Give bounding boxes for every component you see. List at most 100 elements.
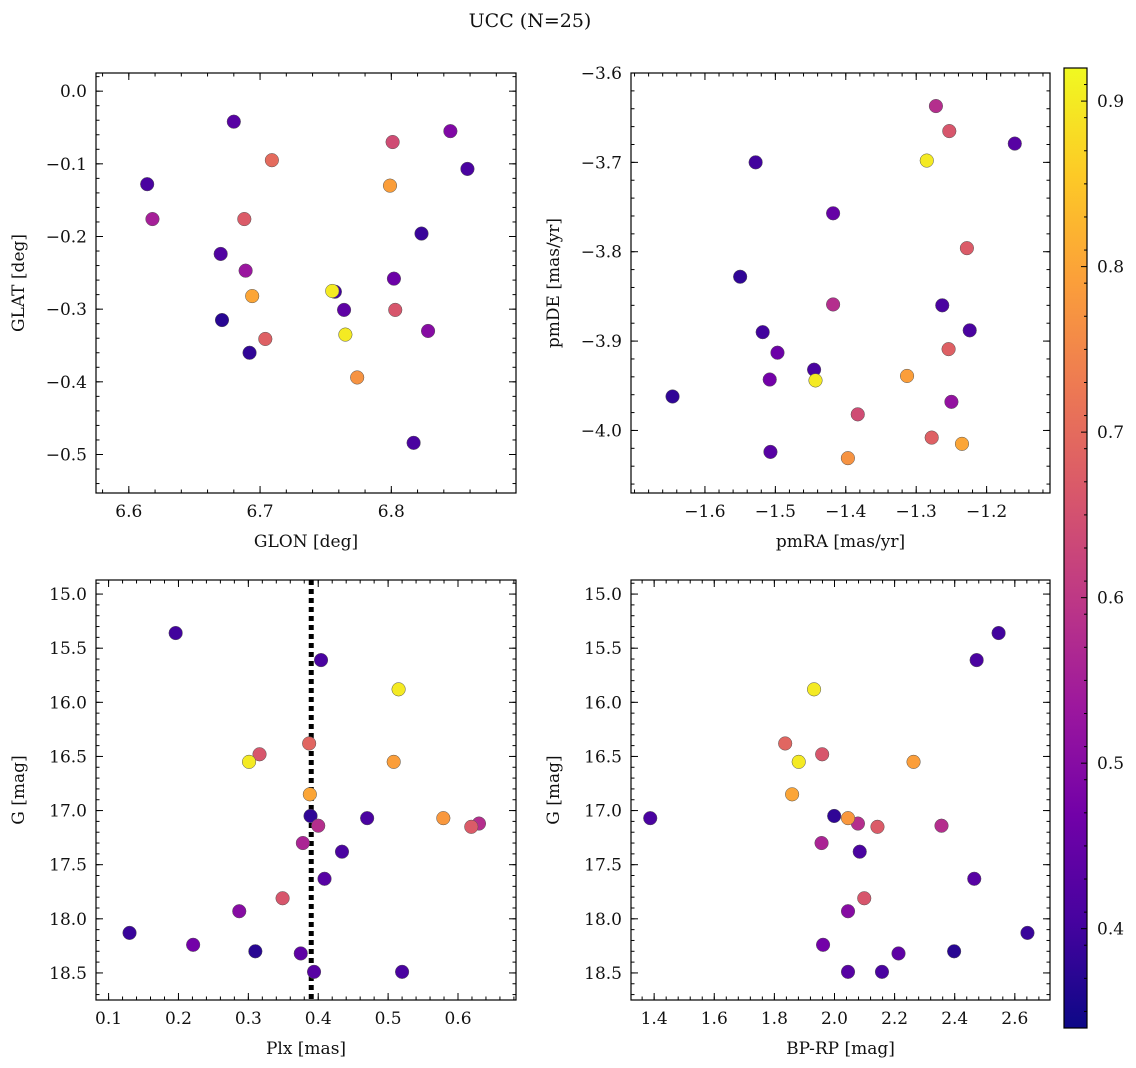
data-point [302,736,317,751]
data-point [338,327,353,342]
data-point [337,302,352,317]
data-point [826,206,841,221]
data-point [840,904,856,919]
data-point [850,407,865,422]
data-point [385,134,400,150]
data-point [214,313,230,328]
data-point [293,946,308,961]
data-point [237,212,252,227]
colorbar: 0.4 0.5 0.6 0.7 0.8 0.9 [1063,67,1124,1029]
axes-frame [95,579,517,1001]
y-tick-label: 17.0 [49,802,87,822]
x-tick-label: 6.6 [115,502,142,522]
x-tick-label: 0.6 [444,1009,471,1029]
y-tick-label: 15.5 [49,639,87,659]
data-point [252,747,267,762]
y-axis-label: G [mag] [9,755,29,824]
data-point [436,811,451,826]
data-point [242,345,257,360]
data-point [874,964,890,979]
data-point [941,342,956,357]
data-point [806,682,822,697]
data-point [232,904,247,919]
x-axis-label: BP-RP [mag] [786,1039,895,1059]
y-tick-label: −4.0 [581,421,622,441]
data-point [852,844,867,859]
data-point [763,444,778,459]
data-point [934,818,949,833]
x-tick-label: 2.4 [941,1009,968,1029]
x-tick-label: 0.3 [235,1009,262,1029]
data-point [464,819,479,834]
data-point [791,754,806,769]
y-tick-label: 15.0 [49,585,87,605]
axes-frame [630,72,1051,494]
data-point [969,653,984,668]
data-point [840,451,855,466]
data-point [857,891,872,906]
data-point [414,226,429,241]
data-point [245,289,260,304]
x-tick-label: 6.7 [247,502,274,522]
data-point [241,754,257,769]
y-tick-label: 16.0 [49,693,87,713]
data-point [815,747,830,762]
y-axis-label: G [mag] [544,755,564,824]
data-point [991,625,1006,641]
x-tick-label: 6.8 [378,502,405,522]
data-point [334,844,350,859]
data-point [391,682,406,697]
data-point [386,271,401,286]
data-point [258,331,273,347]
data-point [395,964,410,979]
y-tick-label: 15.5 [584,639,622,659]
y-tick-label: 16.0 [584,693,622,713]
data-point [924,430,939,445]
y-axis-label: pmDE [mas/yr] [544,218,564,348]
colorbar-gradient [1063,67,1088,1029]
x-tick-label: 0.4 [305,1009,332,1029]
data-point [295,835,310,851]
y-tick-label: −0.1 [46,155,87,175]
x-tick-label: 0.5 [375,1009,402,1029]
data-point [306,964,322,979]
y-tick-label: −0.3 [46,300,87,320]
data-point [238,263,253,278]
data-point [919,153,934,168]
data-point [947,944,962,959]
x-tick-label: −1.6 [684,502,725,522]
panel-bprp_g: 1.4 1.6 1.8 2.0 2.2 2.4 2.6 15.0 15.5 16.0 16.5 17.… [544,579,1051,1059]
data-point [248,944,263,959]
y-tick-label: −3.7 [581,153,622,173]
x-tick-label: 0.2 [165,1009,192,1029]
x-tick-label: 1.8 [761,1009,788,1029]
y-tick-label: 18.5 [584,964,622,984]
data-point [1007,136,1022,151]
colorbar-tick-label: 0.4 [1097,920,1124,940]
x-tick-label: −1.2 [966,502,1007,522]
panels: 6.6 6.7 6.8 0.0 −0.1 −0.2 −0.3 −0.4 −0.5 GLON [de… [9,64,1051,1059]
data-point [264,153,279,168]
colorbar-tick-label: 0.6 [1097,589,1124,609]
x-axis-label: pmRA [mas/yr] [776,532,905,552]
data-point [186,937,201,952]
data-point [386,754,401,769]
data-point [962,323,977,338]
panel-glon_glat: 6.6 6.7 6.8 0.0 −0.1 −0.2 −0.3 −0.4 −0.5 GLON [de… [9,72,517,552]
y-tick-label: 17.5 [49,856,87,876]
y-tick-label: −3.6 [581,64,622,84]
x-tick-label: 2.2 [881,1009,908,1029]
data-point [891,946,906,961]
data-point [421,323,436,339]
data-point [944,394,959,409]
data-point [770,345,785,360]
figure-title: UCC (N=25) [469,10,592,32]
y-tick-label: −3.9 [581,332,622,352]
x-tick-label: 2.6 [1001,1009,1028,1029]
data-point [460,161,475,176]
data-point [325,283,340,299]
data-point [443,124,458,139]
data-point [226,114,241,129]
data-point [748,155,763,170]
